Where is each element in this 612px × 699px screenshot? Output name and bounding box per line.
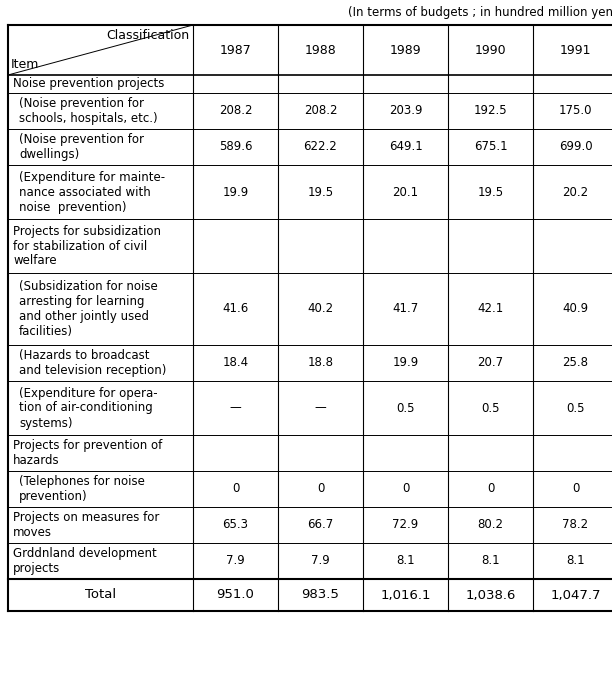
Text: 951.0: 951.0 (217, 589, 255, 602)
Text: (In terms of budgets ; in hundred million yen): (In terms of budgets ; in hundred millio… (348, 6, 612, 19)
Text: —: — (315, 401, 326, 415)
Text: 7.9: 7.9 (226, 554, 245, 568)
Text: 0: 0 (317, 482, 324, 496)
Text: 41.7: 41.7 (392, 303, 419, 315)
Text: Total: Total (85, 589, 116, 602)
Text: 0: 0 (232, 482, 239, 496)
Text: Noise prevention projects: Noise prevention projects (13, 78, 165, 90)
Text: 1987: 1987 (220, 43, 252, 57)
Text: 72.9: 72.9 (392, 519, 419, 531)
Text: (Noise prevention for
dwellings): (Noise prevention for dwellings) (19, 133, 144, 161)
Text: 7.9: 7.9 (311, 554, 330, 568)
Text: 25.8: 25.8 (562, 356, 589, 370)
Text: 18.8: 18.8 (307, 356, 334, 370)
Text: 203.9: 203.9 (389, 104, 422, 117)
Text: 622.2: 622.2 (304, 140, 337, 154)
Text: 983.5: 983.5 (302, 589, 340, 602)
Text: 0: 0 (402, 482, 409, 496)
Text: (Telephones for noise
prevention): (Telephones for noise prevention) (19, 475, 145, 503)
Text: (Noise prevention for
schools, hospitals, etc.): (Noise prevention for schools, hospitals… (19, 97, 158, 125)
Text: 0.5: 0.5 (396, 401, 415, 415)
Text: 65.3: 65.3 (223, 519, 248, 531)
Text: 20.7: 20.7 (477, 356, 504, 370)
Text: 208.2: 208.2 (218, 104, 252, 117)
Text: 675.1: 675.1 (474, 140, 507, 154)
Text: 0: 0 (572, 482, 579, 496)
Text: 192.5: 192.5 (474, 104, 507, 117)
Text: —: — (230, 401, 241, 415)
Text: 208.2: 208.2 (304, 104, 337, 117)
Text: 20.2: 20.2 (562, 185, 589, 199)
Text: 1988: 1988 (305, 43, 337, 57)
Text: (Expenditure for opera-
tion of air-conditioning
systems): (Expenditure for opera- tion of air-cond… (19, 387, 158, 429)
Text: Classification: Classification (106, 29, 189, 42)
Text: 8.1: 8.1 (566, 554, 585, 568)
Text: 0.5: 0.5 (566, 401, 584, 415)
Text: (Hazards to broadcast
and television reception): (Hazards to broadcast and television rec… (19, 349, 166, 377)
Text: Item: Item (11, 58, 39, 71)
Text: 19.5: 19.5 (307, 185, 334, 199)
Text: 42.1: 42.1 (477, 303, 504, 315)
Text: 66.7: 66.7 (307, 519, 334, 531)
Text: 41.6: 41.6 (222, 303, 248, 315)
Text: Projects on measures for
moves: Projects on measures for moves (13, 511, 159, 539)
Text: (Subsidization for noise
arresting for learning
and other jointly used
facilitie: (Subsidization for noise arresting for l… (19, 280, 158, 338)
Text: 78.2: 78.2 (562, 519, 589, 531)
Text: Grddnland development
projects: Grddnland development projects (13, 547, 157, 575)
Text: 1,047.7: 1,047.7 (550, 589, 601, 602)
Text: 589.6: 589.6 (218, 140, 252, 154)
Text: 8.1: 8.1 (396, 554, 415, 568)
Text: 80.2: 80.2 (477, 519, 504, 531)
Text: 649.1: 649.1 (389, 140, 422, 154)
Text: Projects for subsidization
for stabilization of civil
welfare: Projects for subsidization for stabiliza… (13, 224, 161, 268)
Text: 19.9: 19.9 (222, 185, 248, 199)
Text: 0.5: 0.5 (481, 401, 500, 415)
Text: 40.2: 40.2 (307, 303, 334, 315)
Text: 1,016.1: 1,016.1 (380, 589, 431, 602)
Text: 1990: 1990 (475, 43, 506, 57)
Text: 699.0: 699.0 (559, 140, 592, 154)
Text: Projects for prevention of
hazards: Projects for prevention of hazards (13, 439, 162, 467)
Text: (Expenditure for mainte-
nance associated with
noise  prevention): (Expenditure for mainte- nance associate… (19, 171, 165, 213)
Text: 20.1: 20.1 (392, 185, 419, 199)
Text: 175.0: 175.0 (559, 104, 592, 117)
Text: 0: 0 (487, 482, 494, 496)
Text: 1991: 1991 (560, 43, 591, 57)
Text: 40.9: 40.9 (562, 303, 589, 315)
Text: 1989: 1989 (390, 43, 421, 57)
Text: 19.5: 19.5 (477, 185, 504, 199)
Text: 8.1: 8.1 (481, 554, 500, 568)
Text: 19.9: 19.9 (392, 356, 419, 370)
Text: 1,038.6: 1,038.6 (465, 589, 516, 602)
Text: 18.4: 18.4 (222, 356, 248, 370)
